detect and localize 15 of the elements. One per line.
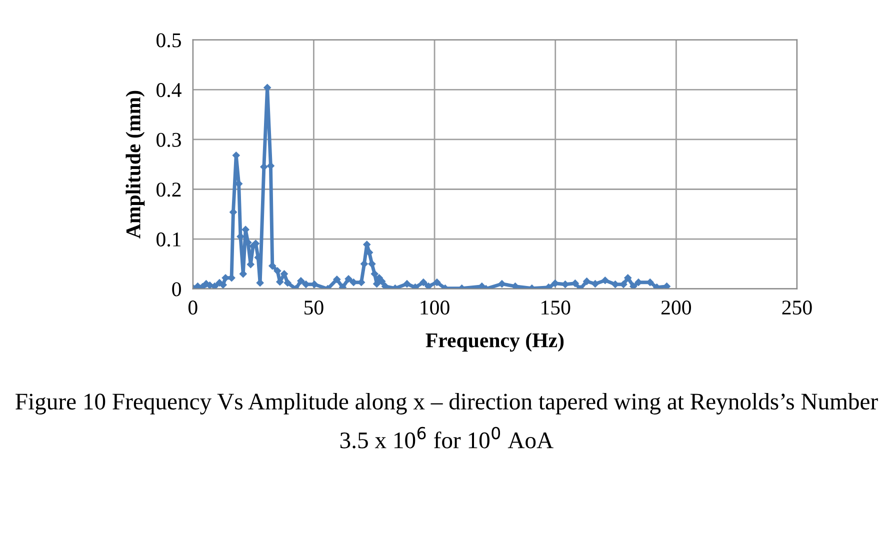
x-tick-label: 200 xyxy=(661,300,692,315)
x-tick-label: 0 xyxy=(188,300,198,315)
x-tick-label: 50 xyxy=(304,300,324,315)
y-tick-label: 0.1 xyxy=(156,232,181,247)
y-axis-title: Amplitude (mm) xyxy=(126,90,145,238)
y-tick-label: 0.5 xyxy=(156,33,181,48)
y-tick-label: 0 xyxy=(172,282,181,296)
y-tick-label: 0.4 xyxy=(156,83,182,98)
x-axis-title: Frequency (Hz) xyxy=(426,332,564,352)
y-tick-label: 0.3 xyxy=(156,132,181,147)
caption: Figure 10 Frequency Vs Amplitude along x – direction tapered wing at Reynolds’s Number 3.5 x 10$^{6}$ for 10$^{0}$ AoA xyxy=(16,392,878,448)
x-tick-label: 250 xyxy=(782,300,812,315)
y-tick-label: 0.2 xyxy=(156,182,181,197)
x-tick-label: 150 xyxy=(542,300,570,315)
x-tick-label: 100 xyxy=(420,300,450,315)
